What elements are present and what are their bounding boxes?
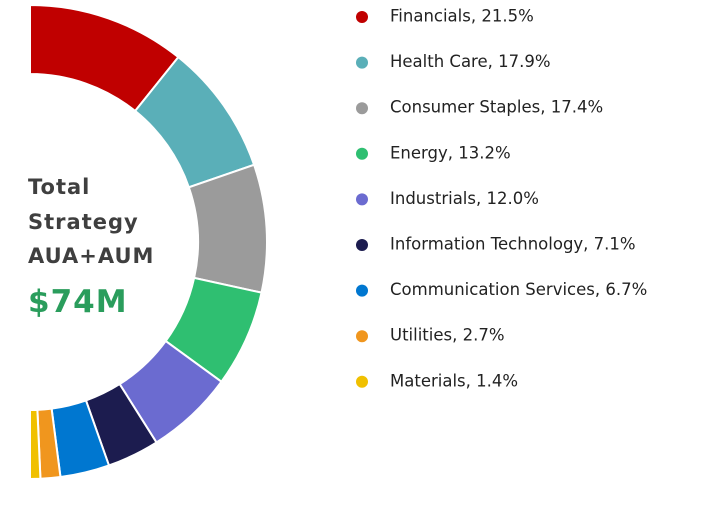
center-label: Strategy <box>28 210 139 234</box>
legend-label: Materials, 1.4% <box>390 371 518 390</box>
legend-marker <box>356 147 368 160</box>
slice <box>29 408 42 481</box>
legend-marker <box>356 239 368 251</box>
legend-label: Consumer Staples, 17.4% <box>390 98 603 117</box>
donut <box>29 3 268 481</box>
legend-marker <box>356 193 368 206</box>
center-value: $74M <box>28 284 128 320</box>
legend: Financials, 21.5% Health Care, 17.9% Consu… <box>356 7 647 390</box>
legend-label: Utilities, 2.7% <box>390 326 505 345</box>
center-label: Total <box>28 175 90 199</box>
legend-label: Financials, 21.5% <box>390 7 534 26</box>
center-label: AUA+AUM <box>28 244 154 268</box>
legend-label: Industrials, 12.0% <box>390 189 539 208</box>
legend-label: Communication Services, 6.7% <box>390 280 647 299</box>
legend-marker <box>356 330 368 343</box>
legend-marker <box>356 284 368 297</box>
legend-marker <box>356 11 368 23</box>
legend-label: Information Technology, 7.1% <box>390 235 636 254</box>
legend-marker <box>356 375 368 388</box>
legend-label: Health Care, 17.9% <box>390 52 551 71</box>
legend-marker <box>356 102 368 115</box>
slice <box>187 163 268 294</box>
legend-label: Energy, 13.2% <box>390 143 511 162</box>
legend-marker <box>356 56 368 69</box>
